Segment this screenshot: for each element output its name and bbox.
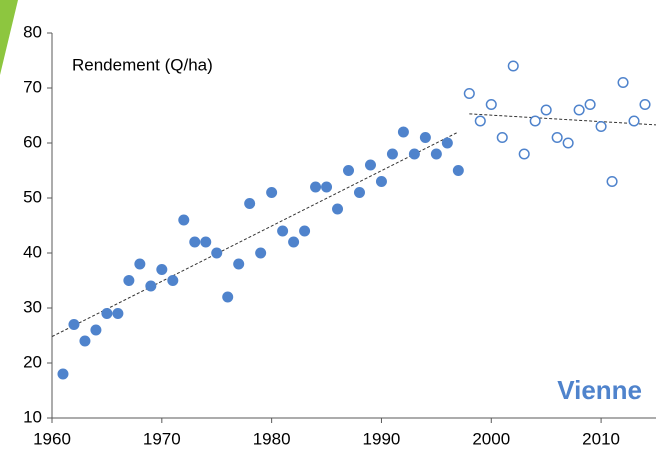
point bbox=[529, 115, 541, 127]
point bbox=[518, 148, 530, 160]
y-tick-label: 40 bbox=[23, 242, 42, 261]
point bbox=[277, 225, 289, 237]
point bbox=[211, 247, 223, 259]
y-tick-label: 60 bbox=[23, 132, 42, 151]
y-axis-label: Rendement (Q/ha) bbox=[72, 55, 213, 74]
y-tick-label: 10 bbox=[23, 407, 42, 426]
x-tick-label: 2000 bbox=[472, 429, 510, 448]
x-tick-label: 2010 bbox=[582, 429, 620, 448]
point bbox=[167, 275, 179, 286]
point bbox=[507, 60, 519, 72]
point bbox=[332, 203, 344, 215]
point bbox=[244, 198, 256, 209]
point bbox=[222, 291, 234, 303]
point bbox=[123, 275, 135, 286]
point bbox=[321, 181, 333, 193]
point bbox=[112, 308, 124, 319]
point bbox=[156, 264, 168, 275]
y-tick-label: 50 bbox=[23, 187, 42, 206]
point bbox=[189, 236, 201, 248]
point bbox=[299, 225, 311, 237]
corner-decoration bbox=[0, 0, 18, 75]
x-tick-label: 1960 bbox=[33, 429, 71, 448]
point bbox=[496, 131, 508, 144]
y-tick-label: 80 bbox=[23, 22, 42, 41]
point bbox=[353, 187, 365, 198]
point bbox=[310, 181, 322, 193]
point bbox=[200, 236, 212, 248]
point bbox=[639, 98, 651, 111]
point bbox=[584, 98, 596, 111]
place-label: Vienne bbox=[557, 375, 642, 405]
point bbox=[364, 159, 376, 171]
x-tick-label: 1990 bbox=[363, 429, 401, 448]
point bbox=[255, 247, 267, 259]
point bbox=[551, 131, 563, 144]
point bbox=[386, 148, 398, 160]
point bbox=[79, 335, 91, 347]
point bbox=[343, 165, 355, 176]
point bbox=[68, 319, 80, 330]
point bbox=[463, 87, 475, 100]
point bbox=[441, 137, 453, 149]
point bbox=[134, 258, 146, 270]
x-tick-label: 1970 bbox=[143, 429, 181, 448]
point bbox=[562, 137, 574, 149]
point bbox=[452, 165, 464, 176]
trend-line bbox=[469, 113, 656, 126]
y-tick-label: 70 bbox=[23, 77, 42, 96]
trend-line bbox=[51, 131, 459, 338]
point bbox=[485, 98, 497, 111]
point bbox=[628, 115, 640, 127]
point bbox=[178, 214, 190, 226]
point bbox=[90, 324, 102, 336]
y-tick-label: 20 bbox=[23, 352, 42, 371]
point bbox=[397, 126, 409, 138]
point bbox=[474, 115, 486, 127]
point bbox=[233, 258, 245, 270]
point bbox=[266, 187, 278, 198]
y-tick-label: 30 bbox=[23, 297, 42, 316]
point bbox=[101, 308, 113, 319]
point bbox=[595, 120, 607, 133]
point bbox=[57, 368, 69, 380]
x-tick-label: 1980 bbox=[253, 429, 291, 448]
point bbox=[617, 76, 629, 89]
point bbox=[573, 104, 585, 116]
point bbox=[145, 280, 157, 292]
point bbox=[430, 148, 442, 160]
point bbox=[288, 236, 300, 248]
point bbox=[419, 132, 431, 143]
point bbox=[606, 175, 618, 188]
point bbox=[408, 148, 420, 160]
point bbox=[375, 176, 387, 187]
point bbox=[540, 104, 552, 116]
